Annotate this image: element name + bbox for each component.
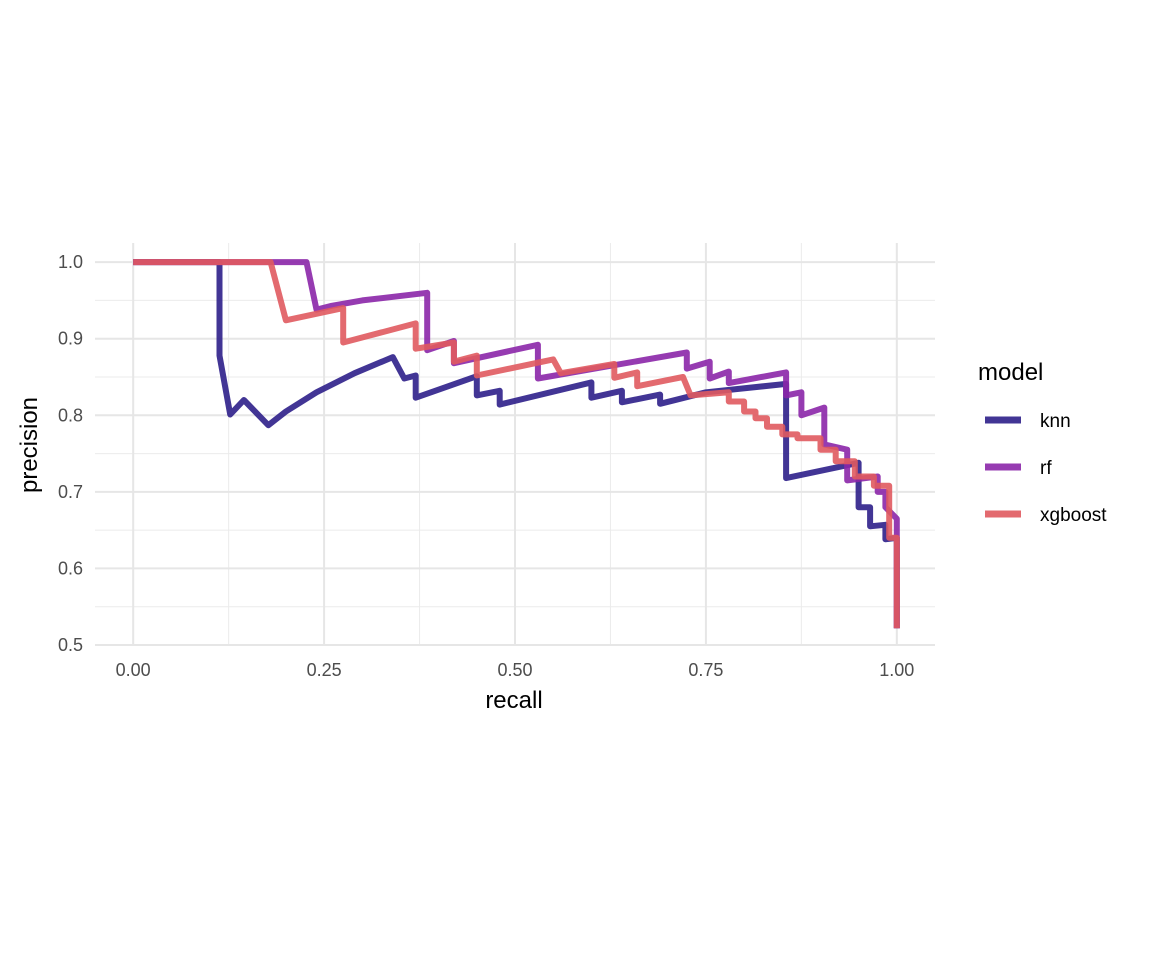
series-lines <box>133 259 900 629</box>
legend: model knn rf xgboost <box>978 359 1107 526</box>
x-axis-ticks: 0.00 0.25 0.50 0.75 1.00 <box>116 660 915 680</box>
y-tick-label: 0.6 <box>58 558 83 578</box>
y-axis-ticks: 0.5 0.6 0.7 0.8 0.9 1.0 <box>58 252 83 655</box>
x-tick-label: 0.25 <box>307 660 342 680</box>
x-tick-label: 1.00 <box>879 660 914 680</box>
legend-label-xgboost: xgboost <box>1040 505 1107 526</box>
legend-label-rf: rf <box>1040 458 1052 479</box>
y-axis-title: precision <box>16 397 43 493</box>
y-tick-label: 0.9 <box>58 329 83 349</box>
series-line-xgboost <box>133 259 900 629</box>
series-line-knn <box>133 259 900 629</box>
legend-label-knn: knn <box>1040 411 1071 432</box>
x-tick-label: 0.00 <box>116 660 151 680</box>
x-axis-title: recall <box>485 687 542 714</box>
y-tick-label: 1.0 <box>58 252 83 272</box>
y-tick-label: 0.5 <box>58 635 83 655</box>
y-tick-label: 0.7 <box>58 482 83 502</box>
series-line-rf <box>133 259 900 629</box>
y-tick-label: 0.8 <box>58 405 83 425</box>
x-tick-label: 0.50 <box>497 660 532 680</box>
x-tick-label: 0.75 <box>688 660 723 680</box>
legend-title: model <box>978 359 1043 386</box>
